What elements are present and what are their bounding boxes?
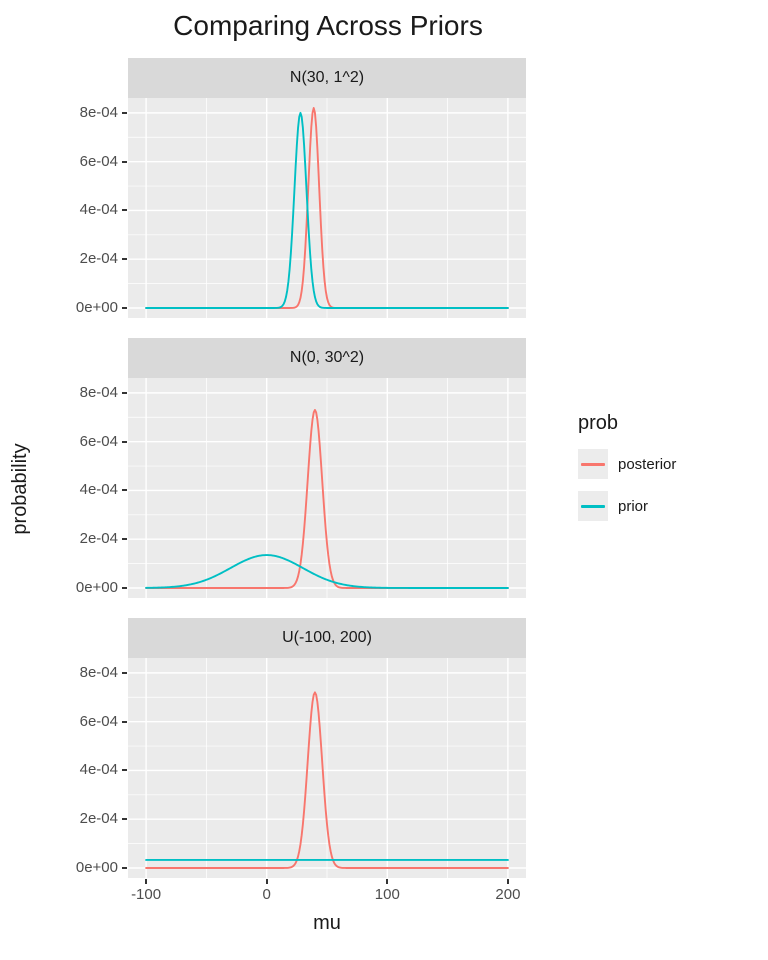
facet-strip-label: U(-100, 200) [282, 629, 372, 646]
y-tick-mark [122, 867, 127, 869]
plot-title: Comparing Across Priors [173, 10, 483, 41]
y-tick-mark [122, 818, 127, 821]
legend-key [578, 449, 608, 479]
y-axis-title: probability [9, 443, 31, 535]
facet-strip: N(30, 1^2) [128, 58, 526, 98]
y-tick-label: 6e-04 [79, 152, 118, 170]
y-tick-mark [122, 160, 127, 163]
series-line-posterior [145, 691, 509, 869]
x-tick-label: 100 [374, 886, 400, 903]
legend-entry-prior: prior [578, 491, 758, 521]
y-tick-label: 4e-04 [79, 481, 118, 499]
x-tick-mark [145, 879, 148, 884]
x-tick-mark [265, 879, 268, 884]
legend-title: prob [578, 412, 619, 434]
y-tick-mark [122, 489, 127, 492]
legend-label: prior [618, 497, 649, 515]
legend-label: posterior [618, 455, 677, 473]
facet-panel [128, 378, 526, 598]
x-tick-label: 0 [262, 886, 271, 903]
prior-line-swatch [581, 504, 605, 508]
facet-panel [128, 98, 526, 318]
y-tick-mark [122, 671, 127, 674]
facet-strip-label: N(30, 1^2) [289, 69, 365, 86]
facet-strip: N(0, 30^2) [128, 338, 526, 378]
series-line-prior [145, 554, 509, 589]
y-tick-label: 4e-04 [79, 761, 118, 779]
legend-entry-posterior: posterior [578, 449, 758, 479]
facet-panel [128, 658, 526, 878]
y-tick-mark [122, 307, 127, 309]
y-tick-mark [122, 720, 127, 723]
y-tick-mark [122, 391, 127, 394]
y-tick-mark [122, 538, 127, 541]
facet-strip: U(-100, 200) [128, 618, 526, 658]
y-tick-mark [122, 111, 127, 114]
y-tick-mark [122, 258, 127, 261]
y-tick-mark [122, 587, 127, 589]
y-tick-label: 0e+00 [75, 859, 118, 876]
y-tick-mark [122, 769, 127, 772]
x-axis-title: mu [313, 912, 341, 934]
legend-key [578, 491, 608, 521]
posterior-line-swatch [581, 462, 605, 466]
x-tick-label: 200 [495, 886, 521, 903]
legend: prob posterior prior [578, 412, 758, 533]
y-tick-label: 8e-04 [79, 383, 118, 401]
facet-strip-label: N(0, 30^2) [289, 349, 365, 366]
y-tick-label: 2e-04 [79, 810, 118, 828]
x-tick-mark [506, 879, 509, 884]
y-tick-label: 6e-04 [79, 432, 118, 450]
y-tick-label: 0e+00 [75, 299, 118, 316]
y-tick-mark [122, 209, 127, 212]
x-tick-label: -100 [131, 886, 162, 903]
y-tick-mark [122, 440, 127, 443]
y-tick-label: 4e-04 [79, 201, 118, 219]
y-tick-label: 8e-04 [79, 663, 118, 681]
x-tick-mark [386, 879, 389, 884]
y-tick-label: 8e-04 [79, 103, 118, 121]
y-tick-label: 2e-04 [79, 250, 118, 268]
y-tick-label: 2e-04 [79, 530, 118, 548]
series-line-prior [145, 111, 509, 309]
y-tick-label: 6e-04 [79, 712, 118, 730]
y-tick-label: 0e+00 [75, 579, 118, 596]
